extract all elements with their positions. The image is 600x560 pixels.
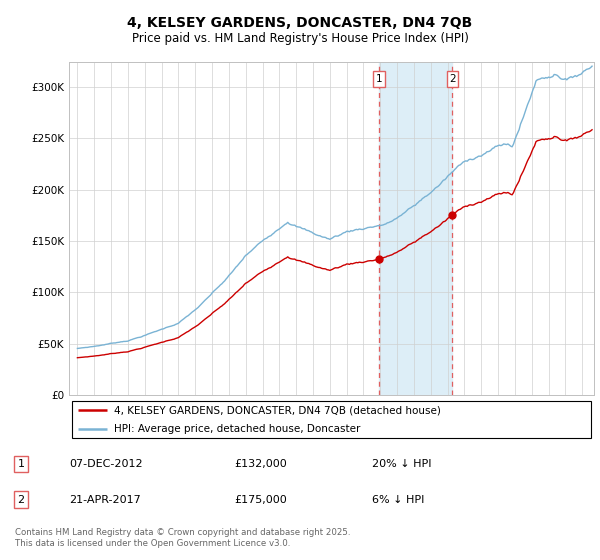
- Text: 21-APR-2017: 21-APR-2017: [69, 494, 141, 505]
- Text: 4, KELSEY GARDENS, DONCASTER, DN4 7QB: 4, KELSEY GARDENS, DONCASTER, DN4 7QB: [127, 16, 473, 30]
- Text: 2: 2: [449, 74, 456, 84]
- Text: Price paid vs. HM Land Registry's House Price Index (HPI): Price paid vs. HM Land Registry's House …: [131, 32, 469, 45]
- Text: Contains HM Land Registry data © Crown copyright and database right 2025.
This d: Contains HM Land Registry data © Crown c…: [15, 528, 350, 548]
- Text: 07-DEC-2012: 07-DEC-2012: [69, 459, 143, 469]
- Text: 1: 1: [17, 459, 25, 469]
- Bar: [379, 62, 452, 395]
- Text: 6% ↓ HPI: 6% ↓ HPI: [372, 494, 424, 505]
- Text: 4, KELSEY GARDENS, DONCASTER, DN4 7QB (detached house): 4, KELSEY GARDENS, DONCASTER, DN4 7QB (d…: [113, 405, 440, 415]
- Text: £132,000: £132,000: [234, 459, 287, 469]
- Text: HPI: Average price, detached house, Doncaster: HPI: Average price, detached house, Donc…: [113, 424, 360, 433]
- FancyBboxPatch shape: [71, 401, 592, 438]
- Text: 2: 2: [17, 494, 25, 505]
- Text: 20% ↓ HPI: 20% ↓ HPI: [372, 459, 431, 469]
- Text: £175,000: £175,000: [234, 494, 287, 505]
- Text: 1: 1: [376, 74, 382, 84]
